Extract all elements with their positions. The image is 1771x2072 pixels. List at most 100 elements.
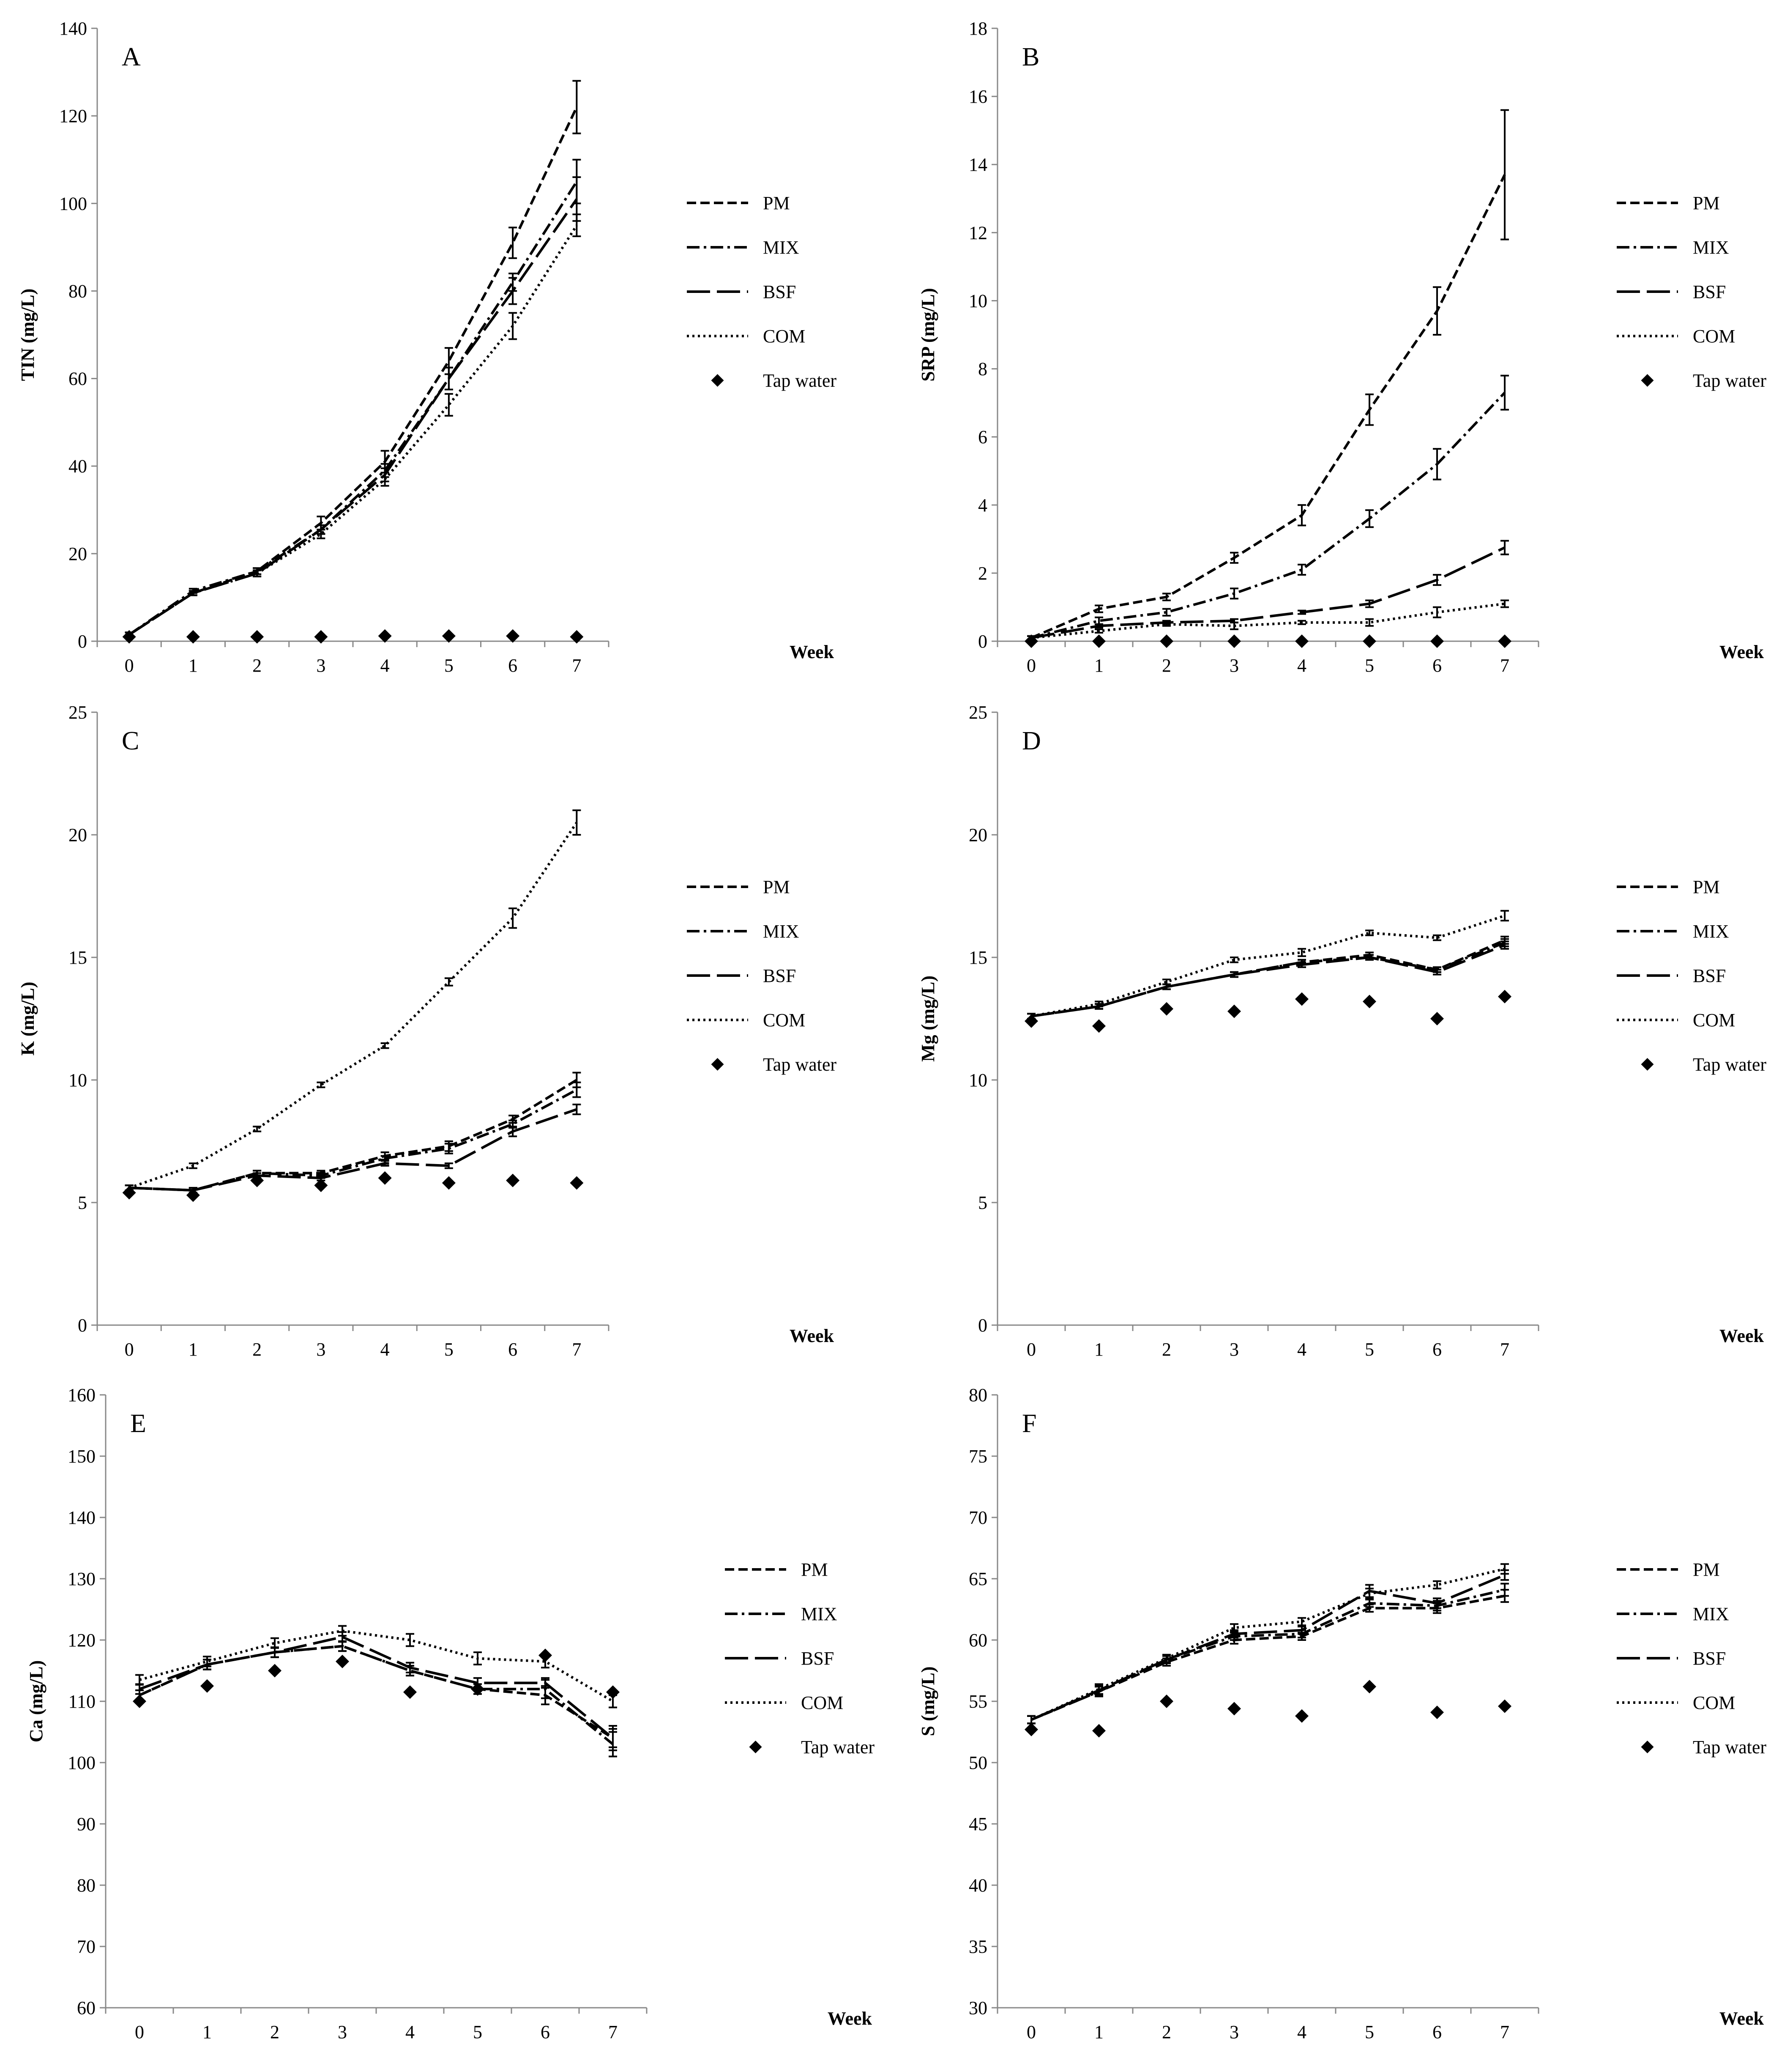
series-line-bsf (129, 1108, 577, 1192)
legend-label-tap-water: Tap water (1693, 1737, 1766, 1758)
y-axis-title: SRP (mg/L) (918, 288, 938, 381)
point-tap-water (250, 630, 264, 644)
error-bar-com (508, 312, 517, 340)
y-tick-label: 80 (68, 281, 87, 301)
point-tap-water (378, 1171, 392, 1185)
x-tick-label: 3 (1230, 1339, 1239, 1360)
error-bar-com (338, 1625, 347, 1637)
y-tick-label: 20 (68, 544, 87, 564)
x-tick-label: 5 (444, 1339, 454, 1360)
point-tap-water (314, 630, 328, 644)
error-bar-com (1365, 1588, 1374, 1599)
error-bar-bsf (1095, 623, 1103, 629)
legend-label-mix: MIX (801, 1604, 837, 1624)
point-tap-water (250, 1173, 264, 1187)
error-bar-com (189, 590, 197, 596)
point-tap-water (1363, 634, 1376, 648)
y-tick-label: 20 (68, 825, 87, 845)
x-tick-label: 3 (1230, 655, 1239, 676)
point-tap-water (1092, 634, 1106, 648)
point-tap-water (186, 1188, 200, 1202)
error-bar-mix (444, 1143, 453, 1154)
point-tap-water (506, 629, 520, 643)
y-tick-label: 35 (969, 1936, 987, 1957)
series-line-mix (128, 180, 578, 636)
error-bar-bsf (1365, 599, 1374, 608)
error-bar-com (1500, 910, 1509, 921)
point-tap-water (122, 630, 136, 644)
legend-label-tap-water: Tap water (1693, 370, 1766, 391)
series-line-com (128, 224, 578, 636)
x-axis-title: Week (790, 642, 834, 662)
point-tap-water (336, 1654, 349, 1668)
error-bar-com (380, 472, 389, 487)
chart-panel-d: 0 5 10 15 20 25 0 1 2 3 4 5 6 7 D Mg (mg/L) Week PM MIX BSF… (918, 702, 1766, 1360)
y-tick-label: 100 (68, 1752, 96, 1773)
point-tap-water (1227, 1702, 1241, 1716)
x-tick-label: 6 (1432, 655, 1442, 676)
point-tap-water (570, 1176, 584, 1190)
error-bar-com (1433, 1580, 1441, 1590)
y-tick-label: 15 (68, 947, 87, 968)
series-line-pm (129, 1079, 577, 1192)
x-axis-title: Week (790, 1326, 834, 1346)
x-tick-label: 6 (508, 655, 517, 676)
x-tick-label: 6 (1432, 1339, 1442, 1360)
legend-c: PM MIX BSF COM Tap water (687, 877, 836, 1075)
error-bar-com (1162, 979, 1171, 985)
error-bar-pm (1230, 552, 1238, 564)
point-tap-water (1025, 634, 1038, 648)
error-bar-bsf (1365, 954, 1374, 961)
series-line-com (139, 1629, 614, 1703)
y-tick-label: 18 (969, 18, 987, 39)
x-tick-label: 6 (508, 1339, 517, 1360)
y-tick-label: 75 (969, 1446, 987, 1467)
error-bar-com (1433, 934, 1441, 941)
chart-panel-e: 60 70 80 90 100 110 120 130 140 150 160 0 1 2 3 4 5 6 7 E Ca… (26, 1385, 875, 2042)
error-bar-com (1298, 620, 1306, 625)
error-bar-bsf (1433, 1597, 1441, 1609)
error-bar-bsf (1298, 610, 1306, 615)
legend-label-bsf: BSF (763, 965, 796, 986)
y-tick-label: 0 (978, 1315, 987, 1336)
y-tick-label: 40 (68, 456, 87, 477)
y-axis-title: S (mg/L) (918, 1667, 938, 1736)
error-bar-com (1162, 621, 1171, 627)
error-bar-com (1095, 1000, 1103, 1007)
legend-swatch-tap-water (711, 1058, 724, 1071)
x-axis-title: Week (1719, 2008, 1764, 2029)
y-axis-title: TIN (mg/L) (17, 289, 38, 381)
y-tick-label: 0 (978, 631, 987, 652)
x-tick-label: 2 (1162, 2022, 1171, 2042)
x-axis-title: Week (828, 2008, 872, 2029)
x-tick-label: 4 (380, 655, 390, 676)
legend-label-mix: MIX (1693, 921, 1729, 942)
error-bar-mix (1230, 588, 1238, 600)
y-tick-label: 10 (68, 1070, 87, 1091)
error-bar-pm (1500, 109, 1509, 241)
error-bar-mix (1500, 374, 1509, 411)
error-bar-bsf (1298, 1626, 1306, 1635)
error-bar-com (189, 1162, 197, 1169)
legend-d: PM MIX BSF COM Tap water (1617, 877, 1766, 1075)
y-tick-label: 5 (78, 1192, 87, 1213)
y-axis-title: Mg (mg/L) (918, 976, 938, 1062)
y-tick-label: 30 (969, 1998, 987, 2018)
y-tick-label: 120 (59, 106, 87, 126)
x-tick-label: 5 (444, 655, 454, 676)
point-tap-water (442, 629, 456, 643)
x-tick-label: 6 (1432, 2022, 1442, 2042)
point-tap-water (1363, 1680, 1376, 1694)
series-line-mix (139, 1645, 614, 1745)
point-tap-water (570, 630, 584, 644)
legend-label-com: COM (1693, 1010, 1735, 1031)
y-axis-title: K (mg/L) (17, 982, 38, 1056)
chart-panel-a: 0 20 40 60 80 100 120 140 0 1 2 3 4 5 6 7 A TIN (mg/L) Wee… (17, 18, 836, 676)
error-bar-com (1500, 1563, 1509, 1575)
y-tick-label: 40 (969, 1875, 987, 1896)
series-line-bsf (128, 198, 578, 636)
y-tick-label: 160 (68, 1385, 96, 1405)
x-tick-label: 0 (1027, 1339, 1036, 1360)
error-bar-pm (1365, 393, 1374, 426)
error-bar-bsf (1433, 969, 1441, 976)
